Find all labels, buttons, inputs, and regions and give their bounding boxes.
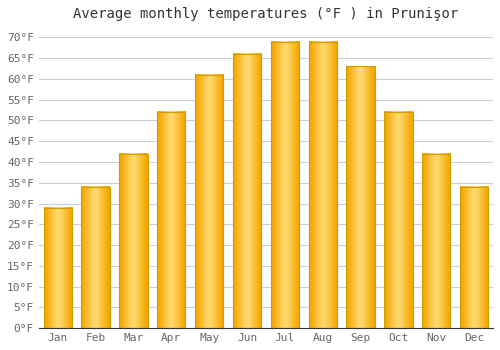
Bar [460, 187, 488, 328]
Bar [422, 154, 450, 328]
Bar [346, 66, 375, 328]
Bar [157, 112, 186, 328]
Title: Average monthly temperatures (°F ) in Prunişor: Average monthly temperatures (°F ) in Pr… [74, 7, 458, 21]
Bar [195, 75, 224, 328]
Bar [308, 42, 337, 328]
Bar [384, 112, 412, 328]
Bar [44, 208, 72, 328]
Bar [82, 187, 110, 328]
Bar [270, 42, 299, 328]
Bar [233, 54, 261, 328]
Bar [119, 154, 148, 328]
